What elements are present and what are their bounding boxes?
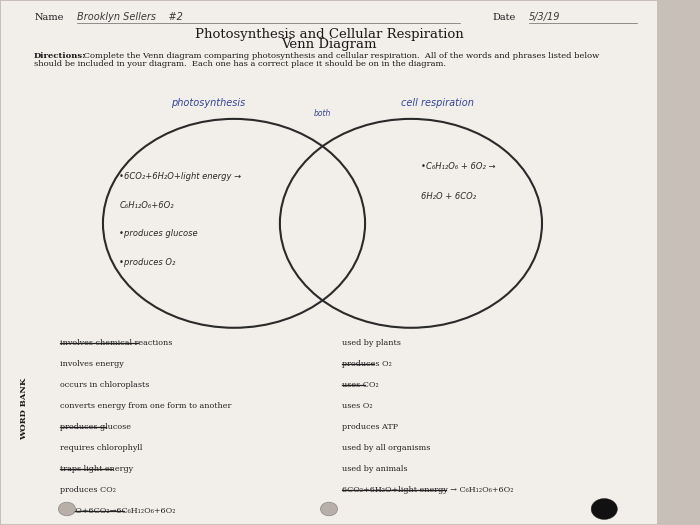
Text: uses O₂: uses O₂ [342, 402, 373, 410]
Text: 6CO₂+6H₂O+light energy → C₆H₁₂O₆+6O₂: 6CO₂+6H₂O+light energy → C₆H₁₂O₆+6O₂ [342, 486, 514, 493]
Text: requires chlorophyll: requires chlorophyll [60, 444, 143, 452]
Text: should be included in your diagram.  Each one has a correct place it should be o: should be included in your diagram. Each… [34, 60, 446, 68]
Text: Directions:: Directions: [34, 52, 86, 60]
Text: WORD BANK: WORD BANK [20, 377, 28, 440]
Text: photosynthesis: photosynthesis [171, 98, 245, 108]
Text: both: both [314, 109, 331, 118]
Circle shape [591, 499, 617, 519]
Text: •C₆H₁₂O₆ + 6O₂ →: •C₆H₁₂O₆ + 6O₂ → [421, 162, 496, 171]
Text: converts energy from one form to another: converts energy from one form to another [60, 402, 232, 410]
Text: involves energy: involves energy [60, 360, 124, 369]
Text: involves chemical reactions: involves chemical reactions [60, 340, 173, 348]
Text: •produces O₂: •produces O₂ [119, 258, 176, 267]
Circle shape [58, 502, 76, 516]
Text: Name: Name [34, 13, 64, 22]
Text: Venn Diagram: Venn Diagram [281, 38, 377, 51]
Circle shape [321, 502, 337, 516]
Text: uses CO₂: uses CO₂ [342, 381, 379, 389]
Text: used by all organisms: used by all organisms [342, 444, 430, 452]
Text: Date: Date [493, 13, 516, 22]
Text: occurs in chloroplasts: occurs in chloroplasts [60, 381, 150, 389]
Text: •6CO₂+6H₂O+light energy →: •6CO₂+6H₂O+light energy → [119, 172, 242, 181]
Text: produces glucose: produces glucose [60, 423, 132, 431]
Text: 5/3/19: 5/3/19 [529, 12, 561, 22]
Text: produces CO₂: produces CO₂ [60, 486, 116, 493]
Text: produces O₂: produces O₂ [342, 360, 392, 369]
Text: 6H₂O + 6CO₂: 6H₂O + 6CO₂ [421, 192, 476, 201]
Text: traps light energy: traps light energy [60, 465, 134, 473]
Text: used by animals: used by animals [342, 465, 407, 473]
Text: used by plants: used by plants [342, 340, 401, 348]
Text: Complete the Venn diagram comparing photosynthesis and cellular respiration.  Al: Complete the Venn diagram comparing phot… [81, 52, 600, 60]
Text: Brooklyn Sellers    #2: Brooklyn Sellers #2 [77, 12, 183, 22]
Text: 6H₂O+6CO₂→6C₆H₁₂O₆+6O₂: 6H₂O+6CO₂→6C₆H₁₂O₆+6O₂ [60, 507, 176, 514]
Text: produces ATP: produces ATP [342, 423, 398, 431]
Text: cell respiration: cell respiration [400, 98, 474, 108]
Text: Photosynthesis and Cellular Respiration: Photosynthesis and Cellular Respiration [195, 28, 463, 41]
Text: •produces glucose: •produces glucose [119, 229, 198, 238]
Text: C₆H₁₂O₆+6O₂: C₆H₁₂O₆+6O₂ [119, 201, 174, 209]
